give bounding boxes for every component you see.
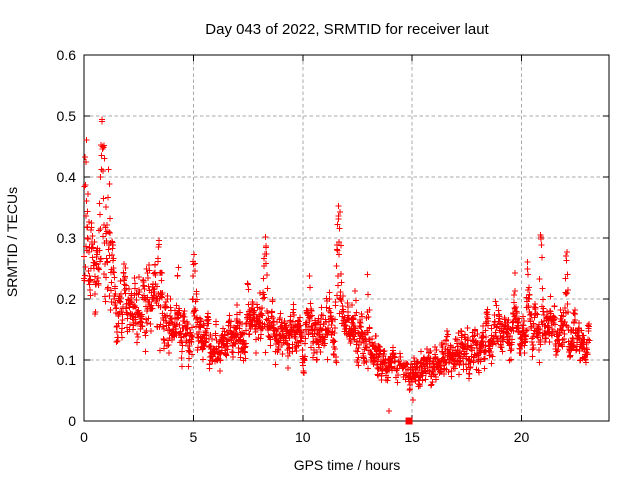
chart-title: Day 043 of 2022, SRMTID for receiver lau…	[205, 21, 489, 38]
x-tick-label: 0	[80, 429, 88, 445]
y-tick-label: 0.6	[57, 47, 77, 63]
x-tick-label: 20	[514, 429, 530, 445]
y-tick-label: 0	[68, 413, 76, 429]
y-axis-title: SRMTID / TECUs	[4, 187, 20, 297]
plot-dynamic-layer: 0 5 10 15 20 0 0.1 0.2 0.3 0.4 0.5 0.6	[57, 47, 610, 445]
flagged-point-square	[405, 417, 413, 425]
x-tick-label: 10	[295, 429, 311, 445]
x-axis-title: GPS time / hours	[294, 457, 401, 473]
gridlines	[84, 55, 609, 421]
scatter-points	[81, 116, 593, 414]
y-tick-label: 0.1	[57, 352, 77, 368]
y-tick-label: 0.5	[57, 108, 77, 124]
y-tick-label: 0.3	[57, 230, 77, 246]
y-tick-label: 0.2	[57, 291, 77, 307]
x-tick-label: 15	[404, 429, 420, 445]
x-tick-label: 5	[189, 429, 197, 445]
y-tick-label: 0.4	[57, 169, 77, 185]
